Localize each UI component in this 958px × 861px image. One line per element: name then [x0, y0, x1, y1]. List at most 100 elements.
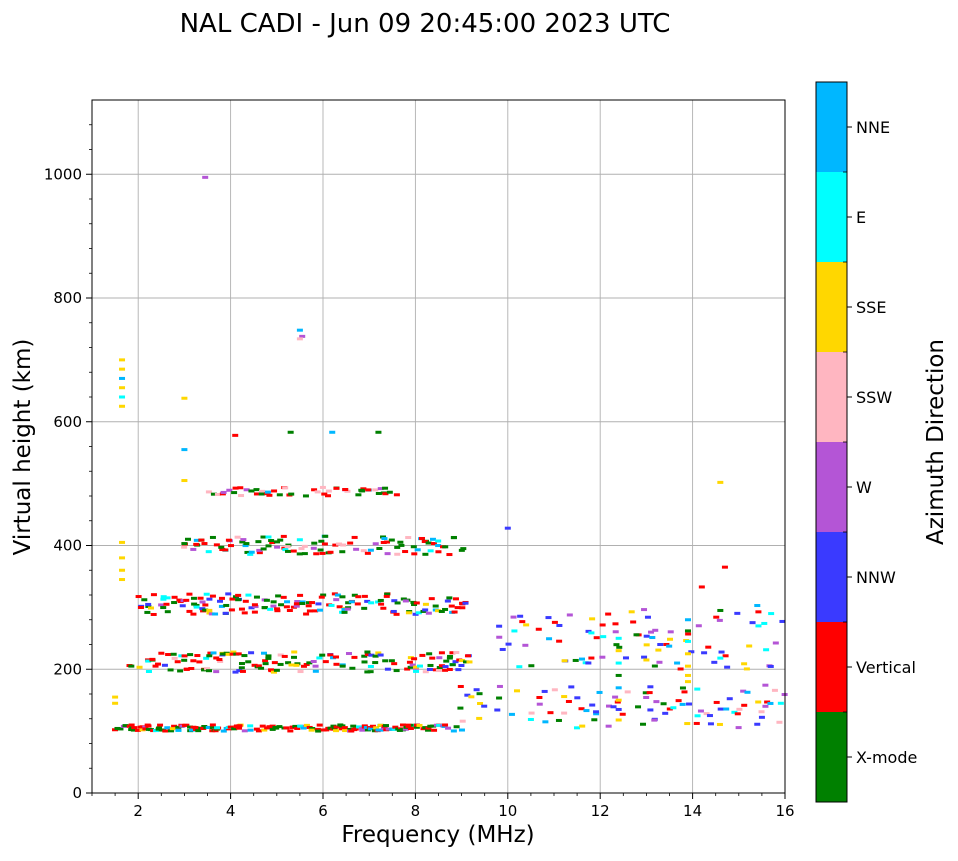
echo-point	[237, 486, 244, 490]
echo-point	[193, 542, 200, 546]
echo-point	[561, 659, 568, 663]
echo-point	[449, 663, 456, 667]
echo-point	[435, 544, 442, 548]
echo-point	[298, 547, 305, 551]
echo-point	[430, 542, 437, 546]
echo-point	[755, 610, 762, 614]
echo-point	[364, 653, 371, 657]
echo-point	[367, 670, 374, 674]
echo-point	[198, 538, 205, 542]
echo-point	[596, 690, 603, 694]
echo-point	[305, 601, 312, 605]
echo-point	[333, 598, 340, 602]
chart-title: NAL CADI - Jun 09 20:45:00 2023 UTC	[180, 9, 671, 39]
echo-point	[528, 664, 535, 668]
echo-point	[657, 643, 664, 646]
echo-point	[749, 621, 756, 625]
echo-point	[345, 652, 352, 656]
colorbar-frame	[815, 81, 848, 803]
echo-point	[341, 610, 348, 614]
echo-point	[556, 639, 563, 643]
echo-point	[142, 727, 149, 731]
echo-point	[643, 634, 650, 638]
echo-point	[331, 592, 338, 596]
echo-point	[287, 729, 294, 733]
echo-point	[612, 622, 619, 626]
echo-point	[184, 537, 191, 541]
echo-point	[377, 653, 384, 657]
echo-point	[294, 600, 301, 604]
echo-point	[761, 621, 768, 625]
echo-point	[137, 605, 144, 609]
echo-point	[640, 722, 647, 726]
echo-point	[516, 665, 523, 669]
echo-point	[128, 664, 135, 668]
echo-point	[426, 667, 433, 671]
echo-point	[325, 494, 332, 498]
echo-point	[372, 542, 379, 546]
echo-point	[359, 727, 366, 731]
echo-point	[238, 666, 245, 670]
echo-point	[448, 604, 455, 608]
echo-point	[446, 667, 453, 671]
echo-point	[412, 612, 419, 616]
echo-point	[231, 491, 238, 495]
echo-point	[333, 729, 340, 733]
echo-point	[245, 660, 252, 664]
echo-point	[713, 700, 720, 704]
x-tick-label: 10	[498, 802, 517, 820]
echo-point	[119, 556, 126, 560]
echo-point	[241, 611, 248, 615]
echo-point	[199, 600, 206, 604]
echo-point	[442, 607, 449, 611]
echo-point	[393, 612, 400, 616]
echo-point	[605, 612, 612, 616]
echo-point	[653, 700, 660, 704]
echo-point	[214, 492, 221, 496]
echo-point	[666, 644, 673, 648]
echo-point	[734, 611, 741, 615]
echo-point	[771, 688, 778, 692]
echo-point	[190, 612, 197, 616]
echo-point	[262, 659, 269, 663]
echo-point	[762, 704, 769, 708]
echo-point	[402, 550, 409, 554]
echo-point	[393, 493, 400, 497]
echo-point	[407, 665, 414, 669]
echo-point	[731, 710, 738, 714]
axes: 2 4 6 8 10 12 14 16 0 200 400 600 800 1000	[44, 99, 795, 820]
echo-point	[112, 701, 119, 705]
echo-point	[377, 487, 384, 491]
echo-point	[457, 706, 464, 710]
echo-point	[522, 643, 529, 647]
echo-point	[280, 534, 287, 538]
echo-point	[388, 659, 395, 663]
echo-point	[345, 601, 352, 605]
echo-point	[711, 660, 718, 664]
x-axis-label: Frequency (MHz)	[341, 822, 534, 848]
echo-point	[206, 608, 213, 612]
echo-point	[156, 726, 163, 730]
echo-point	[415, 611, 422, 615]
echo-point	[190, 659, 197, 663]
echo-point	[355, 595, 362, 599]
echo-point	[145, 659, 152, 663]
echo-point	[248, 651, 255, 655]
echo-point	[744, 690, 751, 694]
echo-point	[319, 653, 326, 657]
echo-point	[573, 726, 580, 730]
echo-point	[193, 538, 200, 542]
echo-point	[158, 603, 165, 607]
echo-point	[119, 358, 126, 362]
echo-point	[260, 535, 267, 539]
echo-point	[458, 728, 465, 732]
echo-point	[615, 718, 622, 722]
echo-point	[377, 728, 384, 732]
echo-point	[758, 715, 765, 719]
echo-point	[164, 610, 171, 614]
echo-point	[277, 662, 284, 666]
echo-point	[444, 599, 451, 603]
echo-point	[251, 603, 258, 607]
echo-point	[547, 711, 554, 715]
echo-point	[674, 661, 681, 665]
